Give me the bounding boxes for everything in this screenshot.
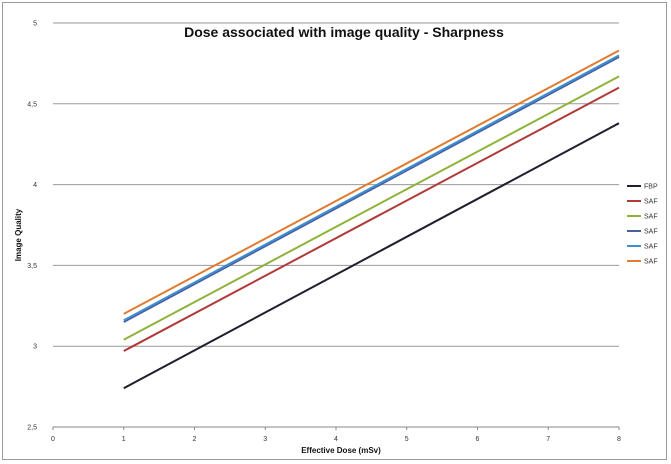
legend-label-5: SAF bbox=[644, 259, 658, 266]
series-line-2 bbox=[123, 75, 620, 341]
y-tick-label: 3,5 bbox=[27, 263, 37, 270]
series-line-0 bbox=[123, 122, 620, 390]
x-tick-label: 1 bbox=[122, 436, 126, 443]
gridlines bbox=[53, 22, 619, 428]
legend-label-3: SAF bbox=[644, 229, 658, 236]
series-line-3 bbox=[123, 56, 620, 323]
x-tick-label: 8 bbox=[617, 436, 621, 443]
y-tick-labels: 2,5 3 3,5 4 4,5 5 bbox=[27, 21, 37, 432]
x-tick-label: 6 bbox=[476, 436, 480, 443]
series-line-1 bbox=[123, 86, 620, 352]
x-tick-label: 5 bbox=[405, 436, 409, 443]
chart-svg: 2,5 3 3,5 4 4,5 5 0 1 2 3 4 5 6 7 8 FBP SAF SAF SAF SAF SA… bbox=[14, 21, 658, 456]
y-tick-label: 4,5 bbox=[27, 101, 37, 108]
x-tick-label: 0 bbox=[51, 436, 55, 443]
y-tick-label: 5 bbox=[33, 21, 37, 28]
x-tick-label: 2 bbox=[193, 436, 197, 443]
chart-frame: 2,5 3 3,5 4 4,5 5 0 1 2 3 4 5 6 7 8 FBP SAF SAF SAF SAF SA… bbox=[2, 2, 667, 460]
legend: FBP SAF SAF SAF SAF SAF bbox=[627, 184, 658, 266]
x-axis-title: Effective Dose (mSv) bbox=[301, 446, 381, 455]
x-tick-label: 3 bbox=[263, 436, 267, 443]
legend-label-4: SAF bbox=[644, 244, 658, 251]
y-tick-label: 4 bbox=[33, 182, 37, 189]
y-axis-title: Image Quality bbox=[14, 208, 23, 261]
chart-title: Dose associated with image quality - Sha… bbox=[184, 24, 504, 40]
legend-label-0: FBP bbox=[644, 184, 658, 191]
x-tick-labels: 0 1 2 3 4 5 6 7 8 bbox=[51, 427, 621, 443]
series-line-5 bbox=[123, 49, 620, 315]
x-tick-label: 4 bbox=[334, 436, 338, 443]
series-lines bbox=[123, 49, 620, 390]
legend-label-2: SAF bbox=[644, 214, 658, 221]
x-tick-label: 7 bbox=[546, 436, 550, 443]
series-line-4 bbox=[123, 54, 620, 322]
legend-label-1: SAF bbox=[644, 199, 658, 206]
y-tick-label: 2,5 bbox=[27, 425, 37, 432]
y-tick-label: 3 bbox=[33, 344, 37, 351]
